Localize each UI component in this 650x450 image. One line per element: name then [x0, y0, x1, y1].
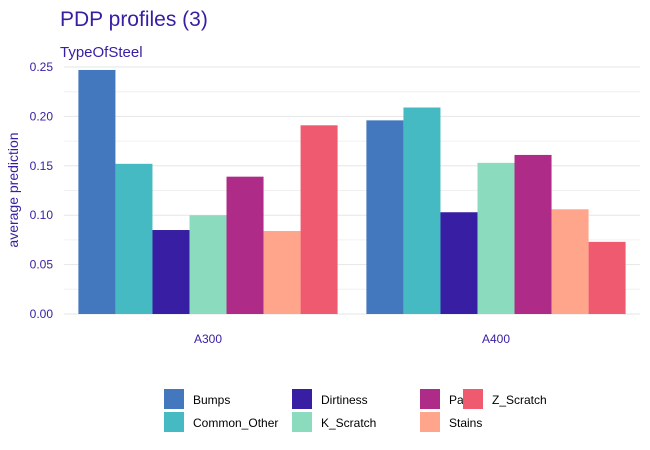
legend-label: Common_Other	[193, 416, 278, 430]
bar-pastry-a300	[226, 176, 264, 314]
y-tick-label: 0.20	[30, 109, 54, 123]
legend-label: K_Scratch	[321, 416, 376, 430]
bar-dirtiness-a400	[440, 212, 478, 314]
bars-layer	[78, 69, 626, 315]
bar-common-other-a300	[115, 163, 153, 314]
chart-subtitle: TypeOfSteel	[60, 44, 143, 61]
bar-common-other-a400	[403, 107, 441, 314]
legend-label: Bumps	[193, 393, 230, 407]
bar-stains-a400	[551, 209, 589, 314]
legend-swatch-dirtiness	[292, 389, 312, 409]
bar-pastry-a400	[514, 154, 552, 314]
y-tick-label: 0.15	[30, 159, 54, 173]
y-ticks: 0.00 0.05 0.10 0.15 0.20 0.25	[30, 60, 54, 321]
y-tick-label: 0.25	[30, 60, 54, 74]
bar-k-scratch-a400	[477, 162, 515, 314]
legend-swatch-stains	[420, 412, 440, 432]
y-tick-label: 0.05	[30, 258, 54, 272]
legend-swatch-bumps	[164, 389, 184, 409]
bar-z-scratch-a400	[588, 241, 626, 314]
y-axis-label: average prediction	[5, 132, 21, 247]
legend-swatch-common-other	[164, 412, 184, 432]
legend-label: Dirtiness	[321, 393, 368, 407]
x-tick-label: A300	[194, 332, 222, 346]
bar-dirtiness-a300	[152, 230, 190, 314]
legend-swatch-z-scratch	[463, 389, 483, 409]
bar-bumps-a300	[78, 69, 116, 315]
legend-label: Z_Scratch	[492, 393, 547, 407]
chart-title: PDP profiles (3)	[60, 8, 208, 31]
x-tick-label: A400	[482, 332, 510, 346]
bar-stains-a300	[263, 231, 301, 314]
bar-z-scratch-a300	[300, 125, 338, 314]
bar-k-scratch-a300	[189, 215, 227, 314]
legend-label: Stains	[449, 416, 482, 430]
bar-bumps-a400	[366, 120, 404, 314]
y-tick-label: 0.00	[30, 307, 54, 321]
legend-swatch-pastry	[420, 389, 440, 409]
legend: BumpsCommon_OtherDirtinessK_ScratchPastr…	[164, 389, 547, 432]
y-tick-label: 0.10	[30, 208, 54, 222]
x-ticks: A300 A400	[194, 332, 510, 346]
legend-swatch-k-scratch	[292, 412, 312, 432]
